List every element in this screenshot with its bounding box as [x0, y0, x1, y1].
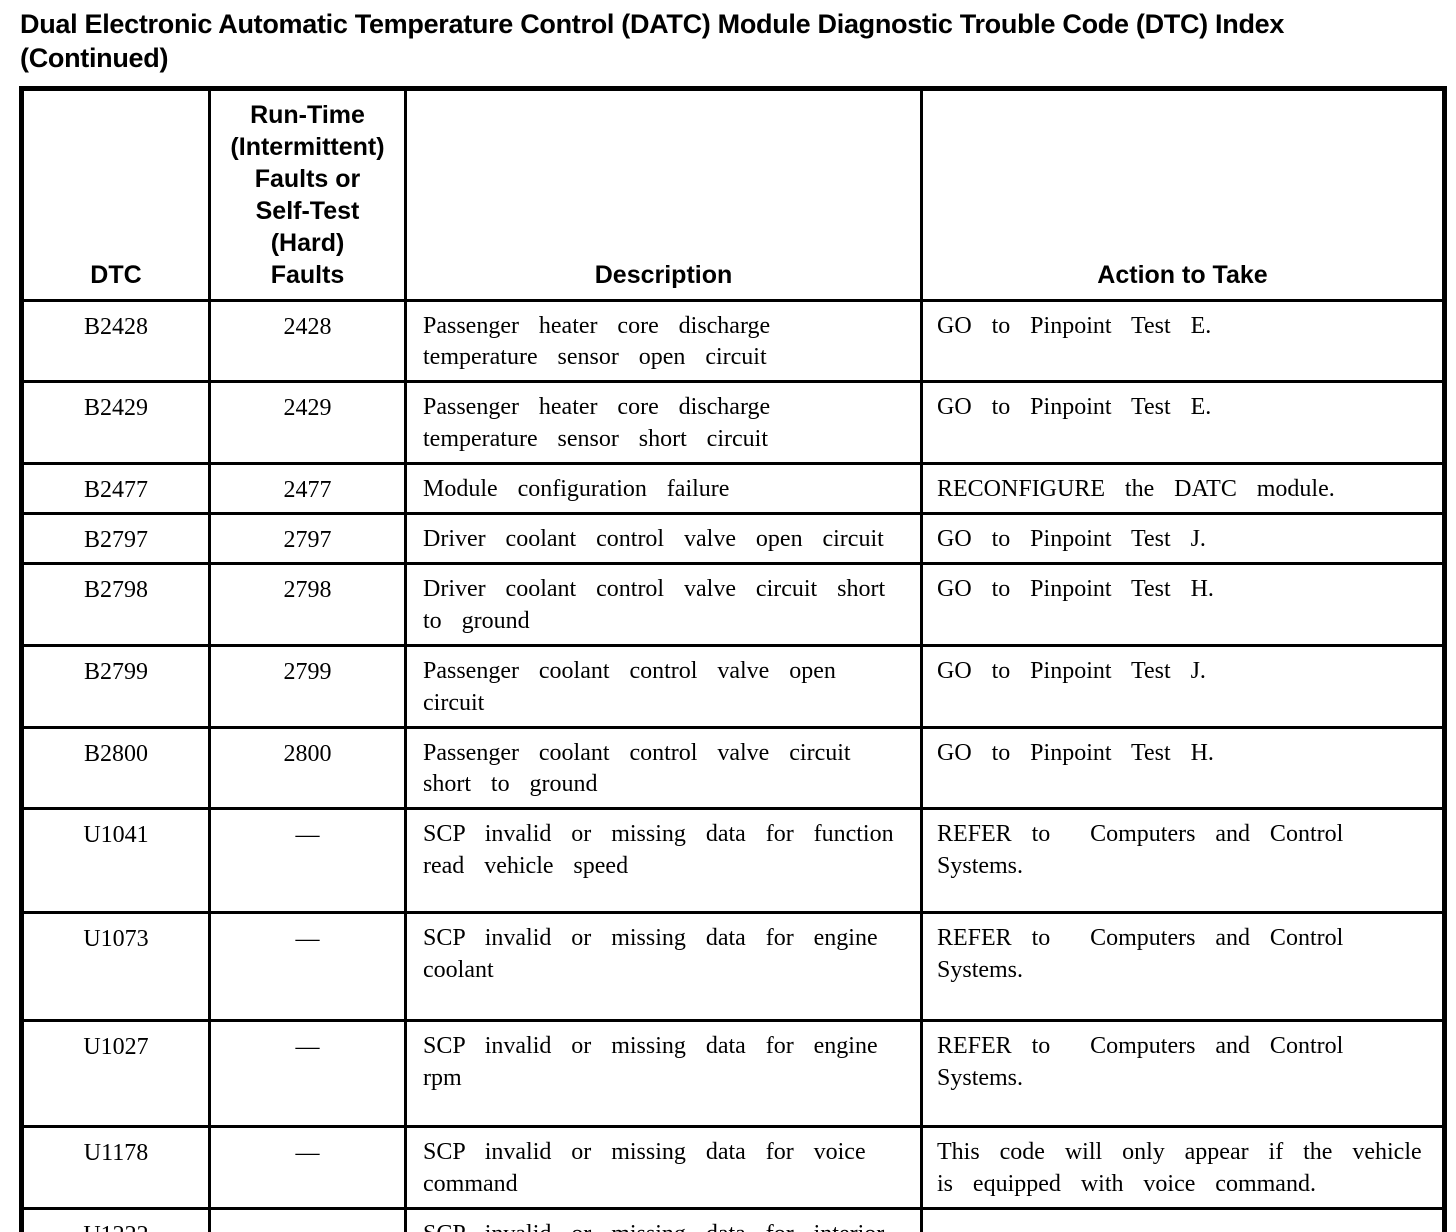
- table-row: B2428 2428 Passenger heater core dischar…: [20, 298, 1446, 384]
- description-cell: Driver coolant control valve open circui…: [404, 512, 923, 565]
- column-header-faults: Run-Time (Intermittent) Faults or Self-T…: [208, 86, 407, 302]
- faults-cell: —: [208, 1125, 407, 1211]
- dtc-code-cell: B2800: [20, 725, 211, 811]
- faults-cell: —: [208, 911, 407, 1023]
- action-cell: GO to Pinpoint Test J.: [920, 512, 1446, 565]
- table-row: U1178 — SCP invalid or missing data for …: [20, 1125, 1446, 1211]
- action-cell: GO to Pinpoint Test H.: [920, 725, 1446, 811]
- table-row: B2797 2797 Driver coolant control valve …: [20, 512, 1446, 565]
- dtc-code-cell: U1073: [20, 911, 211, 1023]
- description-cell: SCP invalid or missing data for engine c…: [404, 911, 923, 1023]
- dtc-code-cell: U1041: [20, 807, 211, 915]
- description-cell: SCP invalid or missing data for function…: [404, 807, 923, 915]
- faults-cell: 2477: [208, 462, 407, 516]
- description-cell: SCP invalid or missing data for interior…: [404, 1207, 923, 1232]
- table-row: B2429 2429 Passenger heater core dischar…: [20, 380, 1446, 466]
- faults-cell: —: [208, 1207, 407, 1232]
- dtc-index-table: DTC Run-Time (Intermittent) Faults or Se…: [19, 85, 1447, 1232]
- table-row: U1027 — SCP invalid or missing data for …: [20, 1019, 1446, 1129]
- description-cell: Passenger heater core discharge temperat…: [404, 380, 923, 466]
- faults-cell: 2797: [208, 512, 407, 565]
- dtc-code-cell: U1178: [20, 1125, 211, 1211]
- table-row: B2477 2477 Module configuration failure …: [20, 462, 1446, 516]
- column-header-action: Action to Take: [920, 86, 1446, 302]
- faults-cell: 2799: [208, 643, 407, 729]
- dtc-code-cell: U1222: [20, 1207, 211, 1232]
- document-page: Dual Electronic Automatic Temperature Co…: [0, 8, 1456, 1232]
- description-cell: Driver coolant control valve circuit sho…: [404, 561, 923, 647]
- faults-cell: 2428: [208, 298, 407, 384]
- table-header-row: DTC Run-Time (Intermittent) Faults or Se…: [20, 86, 1446, 302]
- faults-cell: 2800: [208, 725, 407, 811]
- faults-cell: —: [208, 807, 407, 915]
- dtc-code-cell: B2429: [20, 380, 211, 466]
- description-cell: SCP invalid or missing data for engine r…: [404, 1019, 923, 1129]
- dtc-code-cell: B2428: [20, 298, 211, 384]
- description-cell: Passenger heater core discharge temperat…: [404, 298, 923, 384]
- faults-cell: —: [208, 1019, 407, 1129]
- description-cell: Passenger coolant control valve open cir…: [404, 643, 923, 729]
- table-row: B2799 2799 Passenger coolant control val…: [20, 643, 1446, 729]
- page-title: Dual Electronic Automatic Temperature Co…: [20, 9, 1285, 73]
- table-row: U1222 — SCP invalid or missing data for …: [20, 1207, 1446, 1232]
- faults-cell: 2798: [208, 561, 407, 647]
- table-row: U1073 — SCP invalid or missing data for …: [20, 911, 1446, 1023]
- action-cell: REFER to Computers and Control Systems.: [920, 911, 1446, 1023]
- column-header-description: Description: [404, 86, 923, 302]
- action-cell: GO to Pinpoint Test E.: [920, 380, 1446, 466]
- action-cell: RECONFIGURE the DATC module.: [920, 462, 1446, 516]
- table-row: U1041 — SCP invalid or missing data for …: [20, 807, 1446, 915]
- dtc-code-cell: U1027: [20, 1019, 211, 1129]
- dtc-code-cell: B2798: [20, 561, 211, 647]
- action-cell: —: [920, 1207, 1446, 1232]
- dtc-code-cell: B2477: [20, 462, 211, 516]
- table-row: B2800 2800 Passenger coolant control val…: [20, 725, 1446, 811]
- action-cell: GO to Pinpoint Test J.: [920, 643, 1446, 729]
- action-cell: GO to Pinpoint Test H.: [920, 561, 1446, 647]
- faults-cell: 2429: [208, 380, 407, 466]
- dtc-code-cell: B2797: [20, 512, 211, 565]
- dtc-code-cell: B2799: [20, 643, 211, 729]
- column-header-dtc: DTC: [20, 86, 211, 302]
- action-cell: GO to Pinpoint Test E.: [920, 298, 1446, 384]
- action-cell: REFER to Computers and Control Systems.: [920, 807, 1446, 915]
- description-cell: Passenger coolant control valve circuit …: [404, 725, 923, 811]
- action-cell: REFER to Computers and Control Systems.: [920, 1019, 1446, 1129]
- table-row: B2798 2798 Driver coolant control valve …: [20, 561, 1446, 647]
- description-cell: SCP invalid or missing data for voice co…: [404, 1125, 923, 1211]
- description-cell: Module configuration failure: [404, 462, 923, 516]
- action-cell: This code will only appear if the vehicl…: [920, 1125, 1446, 1211]
